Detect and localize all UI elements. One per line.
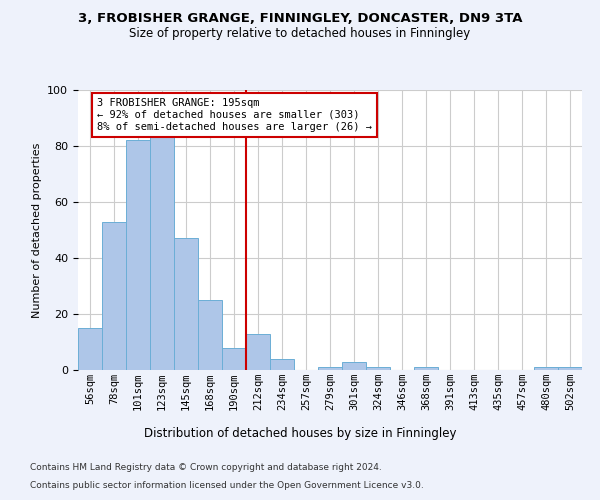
Text: Contains HM Land Registry data © Crown copyright and database right 2024.: Contains HM Land Registry data © Crown c… [30,464,382,472]
Y-axis label: Number of detached properties: Number of detached properties [32,142,42,318]
Bar [414,367,438,370]
Bar [150,132,174,370]
Text: Distribution of detached houses by size in Finningley: Distribution of detached houses by size … [144,428,456,440]
Bar [318,367,342,370]
Bar [246,334,270,370]
Bar [126,140,150,370]
Bar [78,328,102,370]
Bar [366,367,390,370]
Bar [222,348,246,370]
Text: 3, FROBISHER GRANGE, FINNINGLEY, DONCASTER, DN9 3TA: 3, FROBISHER GRANGE, FINNINGLEY, DONCAST… [78,12,522,26]
Bar [342,362,366,370]
Bar [174,238,198,370]
Text: Size of property relative to detached houses in Finningley: Size of property relative to detached ho… [130,28,470,40]
Bar [102,222,126,370]
Text: 3 FROBISHER GRANGE: 195sqm
← 92% of detached houses are smaller (303)
8% of semi: 3 FROBISHER GRANGE: 195sqm ← 92% of deta… [97,98,372,132]
Bar [534,367,558,370]
Bar [198,300,222,370]
Text: Contains public sector information licensed under the Open Government Licence v3: Contains public sector information licen… [30,481,424,490]
Bar [558,367,582,370]
Bar [270,359,294,370]
